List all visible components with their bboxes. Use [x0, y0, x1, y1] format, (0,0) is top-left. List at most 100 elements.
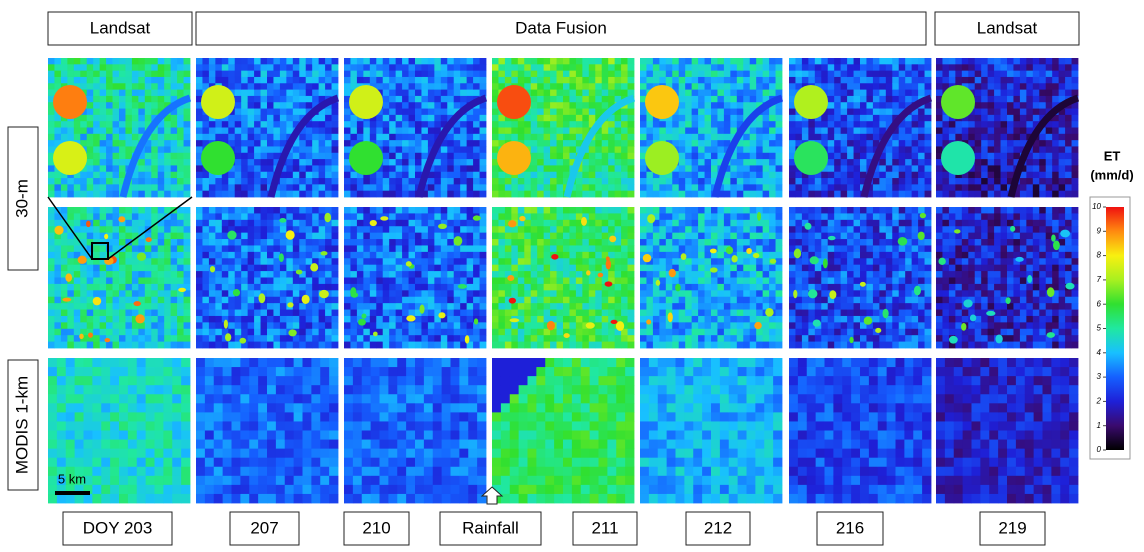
pixel [454, 342, 461, 349]
pixel [545, 403, 554, 412]
pixel [396, 178, 403, 185]
pixel [451, 494, 460, 503]
field [358, 319, 366, 326]
pixel [434, 297, 441, 304]
pixel [248, 90, 255, 97]
pixel [319, 271, 326, 278]
pixel [505, 284, 512, 291]
pixel [145, 96, 152, 103]
pixel [589, 290, 596, 297]
pixel [280, 207, 287, 214]
pixel [273, 96, 280, 103]
pixel [222, 226, 229, 233]
pixel [544, 58, 551, 65]
pixel [519, 485, 528, 494]
pixel [602, 297, 609, 304]
pixel [589, 265, 596, 272]
pixel [299, 172, 306, 179]
pixel [563, 421, 572, 430]
pixel [370, 245, 377, 252]
pixel [325, 71, 332, 78]
pixel [132, 178, 139, 185]
pixel [132, 134, 139, 141]
pixel [582, 83, 589, 90]
pixel [357, 128, 364, 135]
pixel [306, 58, 313, 65]
pixel [459, 440, 468, 449]
pixel [550, 342, 557, 349]
pixel [536, 449, 545, 458]
pixel [615, 178, 622, 185]
pixel [332, 213, 339, 220]
pixel [106, 128, 113, 135]
pixel [261, 329, 268, 336]
pixel [67, 191, 74, 198]
pixel [389, 102, 396, 109]
pixel [110, 467, 119, 476]
pixel [171, 271, 178, 278]
pixel [434, 109, 441, 116]
pixel [306, 226, 313, 233]
pixel [415, 207, 422, 214]
pixel [389, 290, 396, 297]
pixel [223, 421, 232, 430]
pixel [511, 245, 518, 252]
pixel [505, 207, 512, 214]
pixel [581, 376, 590, 385]
pixel [177, 310, 184, 317]
pixel [344, 290, 351, 297]
pixel [563, 83, 570, 90]
pixel [576, 102, 583, 109]
pixel [581, 394, 590, 403]
pixel [409, 115, 416, 122]
pixel [477, 440, 486, 449]
pixel [563, 146, 570, 153]
pixel [531, 115, 538, 122]
pixel [576, 96, 583, 103]
pixel [510, 385, 519, 394]
pixel [590, 421, 599, 430]
pixel [286, 271, 293, 278]
pixel [258, 403, 267, 412]
pixel [492, 165, 499, 172]
pixel [249, 458, 258, 467]
pixel [537, 329, 544, 336]
pixel [350, 184, 357, 191]
pixel [582, 284, 589, 291]
pixel [106, 153, 113, 160]
pixel [48, 494, 57, 503]
pixel [621, 146, 628, 153]
pixel [84, 394, 93, 403]
pixel [106, 290, 113, 297]
pixel [415, 115, 422, 122]
pixel [480, 146, 487, 153]
pixel [93, 153, 100, 160]
pixel [531, 233, 538, 240]
pixel [74, 245, 81, 252]
pixel [57, 421, 66, 430]
pixel [389, 134, 396, 141]
pixel [353, 394, 362, 403]
pixel [93, 109, 100, 116]
pixel [261, 128, 268, 135]
pixel [248, 329, 255, 336]
pixel [125, 115, 132, 122]
pixel [576, 329, 583, 336]
pixel [196, 191, 203, 198]
pixel [608, 220, 615, 227]
pixel [441, 172, 448, 179]
pixel [223, 440, 232, 449]
pixel [299, 284, 306, 291]
pixel [80, 233, 87, 240]
pixel [589, 258, 596, 265]
pixel [590, 476, 599, 485]
pixel [106, 109, 113, 116]
pixel [460, 90, 467, 97]
pixel [362, 431, 371, 440]
pixel [254, 226, 261, 233]
pixel [106, 316, 113, 323]
pixel [235, 329, 242, 336]
pixel [286, 90, 293, 97]
pixel [293, 290, 300, 297]
pixel [61, 258, 68, 265]
